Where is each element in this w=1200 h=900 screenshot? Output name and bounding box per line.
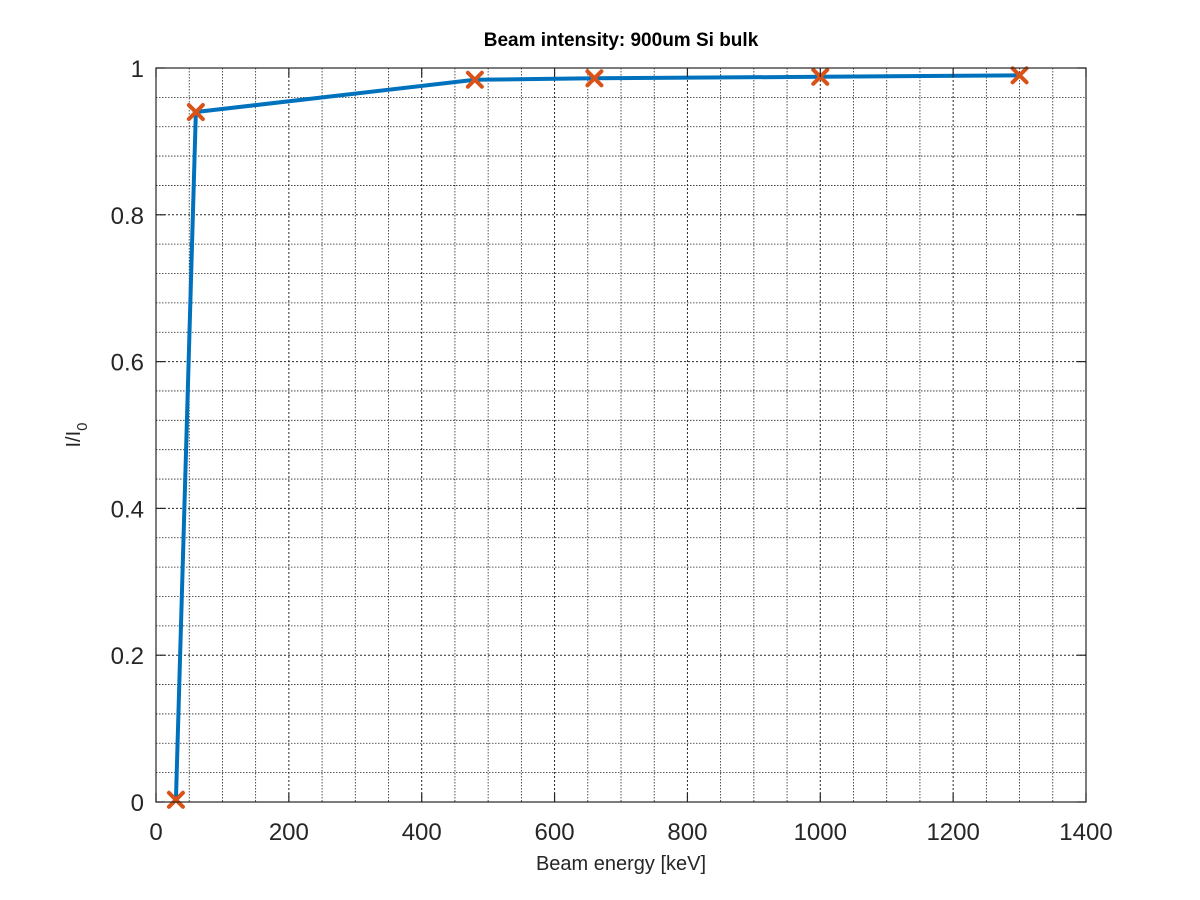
axis-ticks: [155, 67, 1087, 803]
plot-frame: [155, 67, 1087, 803]
data-point-marker: [1010, 66, 1029, 85]
x-tick-label: 200: [269, 819, 309, 846]
y-axis-label-main: I/I: [63, 431, 85, 448]
x-tick-labels: 0 200 400 600 800 1000 1200 1400: [149, 819, 1112, 846]
y-tick-label: 0.2: [111, 643, 144, 670]
series-line: [173, 73, 1022, 802]
data-point-marker: [186, 103, 205, 122]
x-tick-label: 1200: [926, 819, 979, 846]
y-tick-label: 0.8: [111, 203, 144, 230]
data-point-marker: [465, 70, 484, 89]
x-tick-label: 400: [402, 819, 442, 846]
series-markers: [166, 66, 1029, 809]
x-axis-label: Beam energy [keV]: [536, 853, 706, 875]
x-tick-label: 0: [149, 819, 162, 846]
y-tick-label: 0: [131, 790, 144, 817]
data-point-marker: [166, 790, 185, 809]
series-lines: [173, 73, 1022, 802]
y-tick-label: 1: [131, 56, 144, 83]
y-tick-labels: 0 0.2 0.4 0.6 0.8 1: [111, 56, 144, 817]
data-point-marker: [585, 69, 604, 88]
minor-grid: [156, 68, 1086, 802]
y-tick-label: 0.6: [111, 350, 144, 377]
major-grid: [156, 68, 1086, 802]
chart-title: Beam intensity: 900um Si bulk: [484, 30, 759, 51]
x-tick-label: 1000: [794, 819, 847, 846]
y-tick-label: 0.4: [111, 496, 144, 523]
y-axis-label: I/I0: [63, 422, 91, 447]
y-axis-label-subscript: 0: [74, 422, 91, 430]
x-tick-label: 600: [535, 819, 575, 846]
x-tick-label: 1400: [1059, 819, 1112, 846]
x-tick-label: 800: [667, 819, 707, 846]
